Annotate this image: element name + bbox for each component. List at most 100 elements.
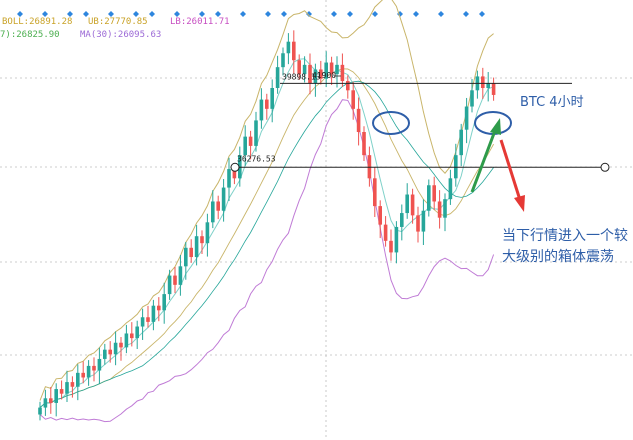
candle [437,190,442,229]
signal-marker [199,11,205,17]
left-top-ellipse [372,111,410,135]
candle [248,130,253,160]
candle [351,81,355,120]
candle [491,77,496,101]
resistance-line: 39898.13 [280,72,572,84]
candle [265,93,269,120]
candle [151,299,156,331]
signal-marker [265,11,271,17]
candle [167,269,172,300]
candle [275,55,280,94]
candle [124,324,129,354]
signal-marker [240,11,246,17]
candle [470,78,474,113]
candle [86,360,91,386]
candle [319,60,323,85]
candle [162,282,166,324]
signal-marker [463,11,469,17]
candle [243,125,247,167]
signal-marker [331,11,337,17]
signal-marker [479,11,485,17]
candle [416,206,420,243]
peak-label: 41900 [312,71,336,80]
candle [292,30,296,74]
chart-title: BTC 4小时 [520,95,584,110]
candle [335,56,339,88]
candle [76,364,80,401]
candle [38,401,42,421]
candle [216,195,220,220]
candle [443,193,447,232]
candle [157,297,161,322]
signal-marker [438,11,444,17]
candle [373,166,377,217]
boll-upper-band [39,0,494,401]
signal-marker [281,11,287,17]
boll-ub-label: UB:27770.85 [88,17,148,27]
candle [119,336,123,361]
signal-marker [306,11,312,17]
candle [329,56,334,85]
candle [65,370,69,403]
signal-marker [149,11,155,17]
signal-marker [215,11,221,17]
signal-marker [372,11,378,17]
annotation-line-1: 当下行情进入一个较 [502,228,628,244]
candle [211,190,215,229]
candle [81,361,85,384]
candle [297,54,301,80]
candle [173,267,177,294]
candle [383,216,388,247]
candle [184,242,188,280]
candle [92,357,96,382]
signal-marker [347,11,353,17]
candle [259,88,264,129]
signal-marker [174,11,180,17]
candle [113,331,118,366]
ma30-label: MA(30):26095.63 [80,30,161,40]
candle [486,72,490,102]
candle [448,169,453,205]
candle [238,146,242,187]
candle [378,200,382,239]
candle [362,126,366,161]
candle [205,213,210,257]
candle [254,111,258,152]
candle [221,179,226,222]
candle [194,224,199,266]
candle [454,143,458,187]
candle [427,179,431,217]
signal-marker [108,11,114,17]
support-level-label: 36276.53 [237,154,276,163]
signal-marker [83,11,89,17]
candle [54,383,58,417]
annotation-line-2: 大级别的箱体震荡 [502,249,614,265]
candle [324,51,328,88]
candle [97,347,102,384]
candle [281,47,285,76]
candle [464,97,469,144]
candle [389,229,393,261]
candle [459,123,463,167]
candles [38,30,496,421]
boll-middle-band [39,68,494,408]
candle [227,157,231,202]
candle [286,33,291,65]
candle [49,386,53,414]
signal-marker [133,11,139,17]
resistance-level-label: 39898.13 [282,72,321,81]
candle [270,79,274,123]
boll-label: BOLL:26891.28 [2,17,72,27]
candle [103,343,107,365]
signal-marker [17,11,23,17]
candle [146,305,150,328]
signal-marker [67,11,73,17]
candle [475,70,480,99]
candle [140,308,145,340]
candle [70,376,75,398]
signal-markers [17,11,485,17]
candle [43,389,48,416]
candle [130,322,134,347]
support-line: 36276.53 [230,154,610,172]
candle [400,204,404,241]
